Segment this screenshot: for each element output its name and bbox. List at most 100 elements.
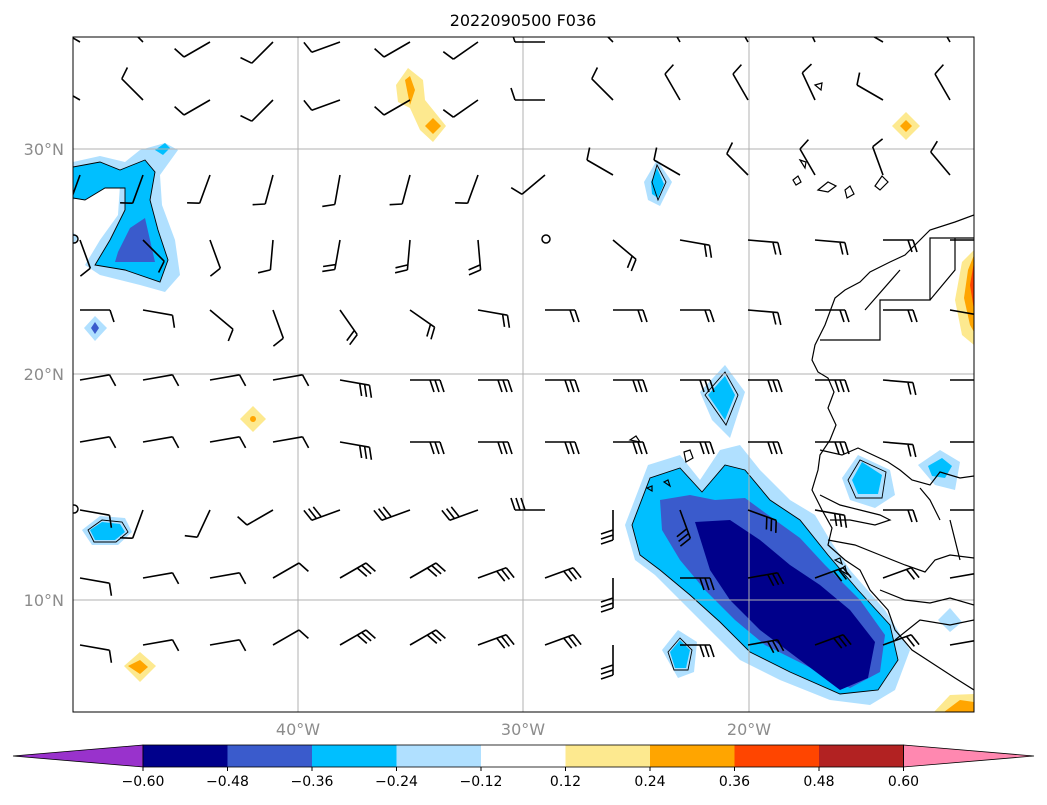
wind-barb	[477, 633, 515, 649]
colorbar-extend-high	[903, 744, 1035, 768]
map-frame	[72, 36, 975, 713]
colorbar-tick-label: 0.24	[634, 774, 665, 790]
wind-barb	[174, 99, 211, 116]
wind-barb	[586, 147, 614, 176]
wind-barb	[477, 309, 511, 328]
wind-barb	[950, 441, 974, 443]
wind-barb	[80, 309, 115, 323]
wind-barb	[209, 374, 247, 387]
lat-label-30n: 30°N	[24, 140, 64, 159]
wind-barb	[373, 506, 411, 522]
wind-barb	[950, 239, 974, 241]
colorbar: −0.60 −0.48 −0.36 −0.24 −0.12 0.12 0.24 0.36 0.4…	[12, 744, 1035, 790]
wind-barb	[815, 441, 850, 455]
wind-barb	[883, 509, 918, 523]
lat-label-20n: 20°N	[24, 365, 64, 384]
wind-barb	[73, 95, 81, 101]
wind-barb	[545, 379, 580, 393]
wind-barb	[374, 99, 411, 116]
wind-barb	[79, 374, 117, 387]
wind-barb	[680, 577, 715, 591]
wind-barb	[209, 572, 247, 585]
contour-lines	[73, 159, 899, 695]
wind-barb	[676, 37, 681, 43]
wind-barb	[339, 441, 373, 460]
wind-barb	[949, 309, 974, 316]
colorbar-tick-label: 0.12	[550, 774, 581, 790]
colorbar-segment	[565, 745, 651, 767]
wind-barb	[680, 309, 715, 323]
wind-barb	[679, 239, 713, 258]
wind-barb	[209, 239, 222, 277]
wind-barb	[747, 309, 782, 326]
wind-barb	[600, 645, 614, 680]
wind-barb	[442, 99, 479, 118]
wind-barb	[339, 629, 376, 646]
wind-barb	[252, 174, 274, 206]
wind-barb	[613, 441, 648, 455]
wind-barb	[600, 510, 614, 545]
wind-barb	[142, 572, 180, 585]
wind-barb	[747, 639, 785, 654]
wind-barb	[121, 67, 144, 101]
wind-barb	[814, 239, 849, 256]
colorbar-frame	[142, 744, 904, 768]
wind-barb	[732, 64, 749, 101]
wind-barb	[882, 441, 917, 458]
wind-barb	[612, 239, 637, 272]
wind-barb	[272, 374, 310, 387]
wind-barb	[747, 509, 777, 533]
lon-label-20w: 20°W	[727, 720, 771, 739]
wind-barb	[747, 572, 785, 587]
colorbar-tick-label: 0.60	[888, 774, 919, 790]
wind-barb	[946, 37, 951, 43]
wind-barb	[272, 562, 309, 579]
wind-barb	[187, 174, 211, 204]
wind-barb	[339, 379, 373, 398]
wind-barb	[676, 509, 692, 547]
wind-barb	[322, 174, 341, 208]
wind-barbs	[73, 37, 974, 680]
wind-barb	[934, 64, 951, 101]
wind-barb	[950, 379, 974, 381]
colorbar-tick-label: 0.48	[803, 774, 834, 790]
wind-barb	[680, 644, 715, 658]
wind-barb	[748, 379, 783, 393]
wind-barb	[272, 629, 309, 646]
colorbar-tick-label: −0.60	[122, 774, 165, 790]
anomaly-shading	[73, 68, 974, 712]
wind-barb	[680, 379, 715, 393]
wind-barb	[79, 509, 113, 528]
wind-barb	[303, 41, 341, 54]
wind-barb	[744, 37, 749, 43]
colorbar-tick-label: −0.24	[375, 774, 418, 790]
wind-barb	[339, 562, 376, 579]
wind-barb	[73, 37, 81, 43]
colorbar-segment	[734, 745, 820, 767]
wind-barb	[73, 174, 81, 197]
wind-barb	[591, 67, 614, 101]
wind-barb	[79, 239, 92, 277]
wind-barb	[120, 509, 144, 539]
wind-barb	[209, 309, 234, 342]
lat-label-10n: 10°N	[24, 591, 64, 610]
wind-barb	[815, 379, 850, 393]
wind-barb	[209, 639, 247, 652]
wind-barb	[410, 441, 445, 455]
wind-barb	[613, 309, 648, 323]
wind-barb	[949, 639, 974, 646]
wind-barb	[409, 629, 446, 646]
wind-barb	[950, 509, 974, 511]
wind-barb	[410, 379, 445, 393]
wind-barb	[477, 566, 515, 582]
wind-barb	[120, 174, 144, 204]
wind-barb	[136, 37, 144, 43]
wind-barb	[606, 37, 614, 43]
wind-barb	[883, 239, 918, 253]
wind-barb	[545, 441, 580, 455]
wind-barb	[303, 506, 341, 522]
wind-barb	[872, 37, 884, 43]
wind-barb	[394, 239, 411, 274]
map-title: 2022090500 F036	[450, 11, 597, 30]
